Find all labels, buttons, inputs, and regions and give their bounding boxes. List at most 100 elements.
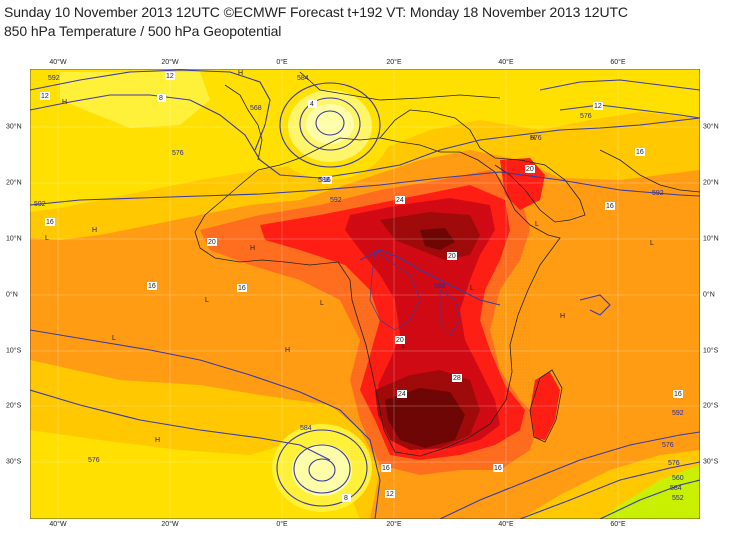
- temp-label: 4: [310, 101, 314, 108]
- chart-subtitle: 850 hPa Temperature / 500 hPa Geopotenti…: [4, 23, 282, 39]
- geopot-label: 592: [652, 190, 664, 197]
- temp-label: 20: [396, 337, 404, 344]
- geopot-label: 592: [672, 410, 684, 417]
- geopot-label: 576: [662, 442, 674, 449]
- geopot-label: 576: [88, 457, 100, 464]
- temp-label: 16: [382, 465, 390, 472]
- low-mark: L: [205, 297, 209, 304]
- geopot-label: 560: [672, 475, 684, 482]
- high-mark: H: [92, 227, 97, 234]
- lon-label-top-60e: 60°E: [610, 59, 626, 66]
- temp-label: 12: [41, 93, 49, 100]
- high-mark: H: [238, 70, 243, 77]
- lat-label-left-30n: 30°N: [6, 123, 22, 131]
- lat-label-left-20s: 20°S: [6, 402, 22, 410]
- weather-map: H H H H H H H H L L L L L L L L 12 12 8 …: [30, 69, 700, 519]
- geopot-label: 576: [580, 113, 592, 120]
- lat-label-right-10n: 10°N: [703, 235, 719, 243]
- field-cold-low-north-core: [306, 104, 354, 144]
- geopot-label: 552: [672, 495, 684, 502]
- temperature-labels: 12 12 8 16 20 16 16 16 24 20 20 28 24 16…: [40, 72, 683, 502]
- low-mark: L: [402, 343, 406, 350]
- lon-label-bottom-40e: 40°E: [498, 521, 514, 528]
- temp-label: 16: [148, 283, 156, 290]
- geopot-label: 592: [34, 201, 46, 208]
- high-mark: H: [155, 437, 160, 444]
- graticule: [30, 69, 700, 519]
- low-mark: L: [320, 300, 324, 307]
- geopotential-labels: 592 592 592 592 592 588 588 584 584 584 …: [34, 75, 684, 502]
- geopot-label: 584: [670, 485, 682, 492]
- temp-label: 16: [606, 203, 614, 210]
- lat-label-left-0n: 0°N: [6, 291, 18, 299]
- lat-label-right-20s: 20°S: [703, 402, 719, 410]
- lon-label-top-40w: 40°W: [49, 59, 67, 66]
- field-cool-patch-nw: [60, 72, 210, 128]
- geopot-label: 592: [330, 197, 342, 204]
- lat-label-left-20n: 20°N: [6, 179, 22, 187]
- geopotential-contours: [30, 69, 700, 519]
- pressure-marks: H H H H H H H H L L L L L L L L: [45, 70, 654, 444]
- temp-label: 24: [398, 391, 406, 398]
- temp-label: 16: [636, 149, 644, 156]
- lon-label-top-20w: 20°W: [161, 59, 179, 66]
- temp-label: 16: [674, 391, 682, 398]
- temp-label: 12: [594, 103, 602, 110]
- lon-label-bottom-20e: 20°E: [386, 521, 402, 528]
- field-cold-low-south-core: [292, 444, 352, 496]
- low-mark: L: [535, 221, 539, 228]
- low-mark: L: [45, 235, 49, 242]
- geopot-label: 588: [318, 177, 330, 184]
- temp-label: 20: [448, 253, 456, 260]
- high-mark: H: [285, 347, 290, 354]
- field-green-southeast: [600, 465, 700, 519]
- inland-waters: [369, 249, 461, 336]
- temp-label: 12: [386, 491, 394, 498]
- field-hot-madagascar: [530, 372, 560, 440]
- geopot-label: 584: [297, 75, 309, 82]
- lon-label-bottom-40w: 40°W: [49, 521, 67, 528]
- low-mark: L: [112, 335, 116, 342]
- temp-label: 16: [46, 219, 54, 226]
- high-mark: H: [530, 135, 535, 142]
- temp-label: 16: [494, 465, 502, 472]
- temp-label: 16: [323, 177, 331, 184]
- lat-label-left-10n: 10°N: [6, 235, 22, 243]
- high-mark: H: [62, 99, 67, 106]
- lon-label-top-0e: 0°E: [276, 59, 288, 66]
- geopot-label: 592: [48, 75, 60, 82]
- chart-title: Sunday 10 November 2013 12UTC ©ECMWF For…: [4, 4, 628, 20]
- geopot-label: 584: [300, 425, 312, 432]
- lat-label-right-30s: 30°S: [703, 458, 719, 466]
- lat-label-right-0n: 0°N: [703, 291, 715, 299]
- temp-label: 20: [526, 166, 534, 173]
- low-mark: L: [650, 240, 654, 247]
- temp-label: 8: [159, 95, 163, 102]
- lat-label-right-30n: 30°N: [703, 123, 719, 131]
- geopot-label: 588: [434, 283, 446, 290]
- low-mark: L: [470, 285, 474, 292]
- lon-label-top-20e: 20°E: [386, 59, 402, 66]
- geopot-label: 576: [530, 135, 542, 142]
- lat-label-left-10s: 10°S: [6, 347, 22, 355]
- geopot-label: 576: [172, 150, 184, 157]
- field-cool-patch-ne: [500, 72, 695, 112]
- temp-label: 20: [208, 239, 216, 246]
- lat-label-left-30s: 30°S: [6, 458, 22, 466]
- lat-label-right-20n: 20°N: [703, 179, 719, 187]
- temp-label: 8: [344, 495, 348, 502]
- lat-label-right-10s: 10°S: [703, 347, 719, 355]
- high-mark: H: [250, 245, 255, 252]
- temp-label: 16: [238, 285, 246, 292]
- temp-label: 12: [166, 73, 174, 80]
- temp-label: 28: [453, 375, 461, 382]
- field-hatching: [350, 200, 530, 460]
- lon-label-bottom-0e: 0°E: [276, 521, 288, 528]
- lon-label-bottom-20w: 20°W: [161, 521, 179, 528]
- lon-label-top-40e: 40°E: [498, 59, 514, 66]
- geopot-label: 576: [668, 460, 680, 467]
- coastlines: [194, 71, 700, 457]
- geopot-label: 568: [250, 105, 262, 112]
- high-mark: H: [560, 313, 565, 320]
- temp-label: 24: [396, 197, 404, 204]
